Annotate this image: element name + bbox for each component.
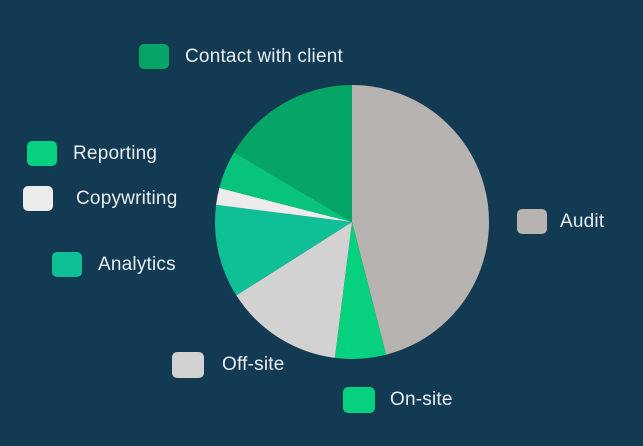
legend-swatch-reporting [27,141,57,166]
pie-slice-off-site [236,222,352,358]
legend-label-reporting: Reporting [73,142,158,164]
legend-swatch-on-site [343,387,375,413]
legend-item-copywriting: Copywriting [23,186,177,211]
legend-item-analytics: Analytics [52,252,176,277]
legend-swatch-contact-with-client [139,44,169,69]
legend-item-contact-with-client: Contact with client [139,44,343,69]
pie-slice-reporting [219,152,352,222]
legend-item-off-site: Off-site [172,352,285,378]
pie-slice-audit [352,84,490,355]
legend-item-reporting: Reporting [27,141,157,166]
legend-label-on-site: On-site [390,389,453,410]
legend-label-copywriting: Copywriting [76,187,178,209]
legend-item-on-site: On-site [343,387,453,413]
pie-slice-copywriting [216,187,352,222]
pie-slice-analytics [215,204,352,296]
legend-label-audit: Audit [560,210,605,232]
legend-swatch-audit [517,209,547,234]
legend-swatch-analytics [52,252,82,277]
pie-slice-contact-with-client [234,85,352,222]
legend-swatch-copywriting [23,186,53,211]
legend-swatch-off-site [172,352,204,378]
legend-item-audit: Audit [517,209,604,234]
legend-label-analytics: Analytics [98,253,176,275]
legend-label-contact-with-client: Contact with client [185,45,343,67]
legend-label-off-site: Off-site [222,354,285,375]
pie-slices-group [215,84,490,360]
pie-slice-on-site [334,222,387,360]
